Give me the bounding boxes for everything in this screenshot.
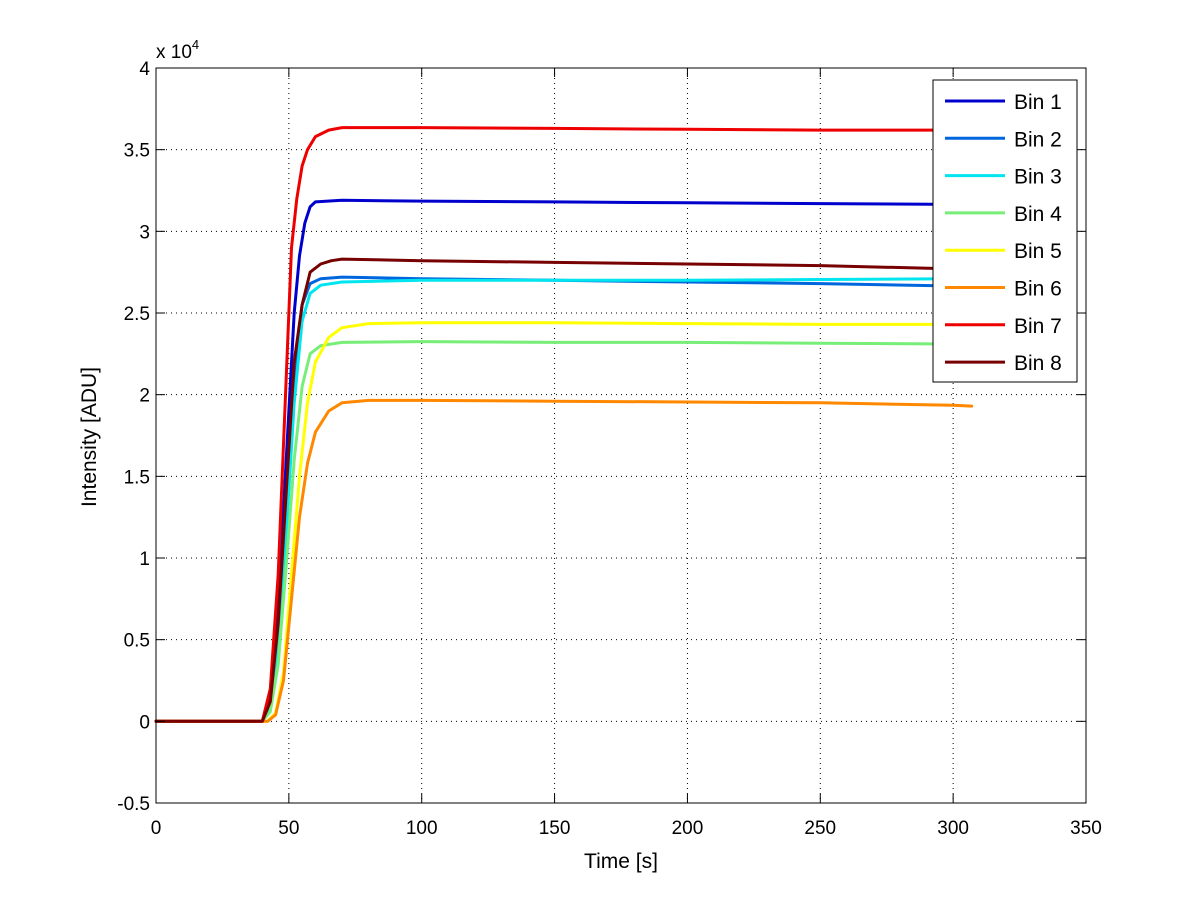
y-tick-label: 1: [139, 549, 150, 570]
y-tick-label: 0: [139, 712, 150, 733]
series-line-bin-7: [154, 126, 974, 723]
plot-area-background: [156, 68, 1086, 803]
legend: Bin 1 Bin 2 Bin 3 Bin 4 Bin 5 Bin 6 Bin 7 Bin 8: [932, 79, 1078, 383]
x-tick-label: 150: [539, 818, 571, 839]
y-tick-label: 0.5: [124, 631, 150, 652]
series-lines: [154, 126, 974, 723]
y-tick-label: 2.5: [124, 304, 150, 325]
axis-ticks: [155, 67, 1087, 804]
y-axis-exponent-base: x 10: [156, 42, 192, 63]
legend-label-bin-4: Bin 4: [1014, 203, 1062, 226]
series-line-bin-6: [154, 398, 974, 723]
legend-label-bin-6: Bin 6: [1014, 278, 1062, 301]
x-tick-label: 100: [406, 818, 438, 839]
y-axis-exponent-label: x 104: [156, 37, 199, 63]
axes-box: [155, 67, 1087, 804]
legend-label-bin-2: Bin 2: [1014, 128, 1062, 151]
x-tick-label: 50: [278, 818, 299, 839]
x-axis-label: Time [s]: [584, 850, 658, 873]
y-tick-label: 3.5: [124, 141, 150, 162]
y-tick-label: -0.5: [117, 794, 150, 815]
legend-label-bin-7: Bin 7: [1014, 315, 1062, 338]
grid: [156, 68, 1086, 803]
legend-box: [932, 79, 1078, 383]
legend-label-bin-1: Bin 1: [1014, 91, 1062, 114]
legend-label-bin-8: Bin 8: [1014, 352, 1062, 375]
series-line-bin-3: [154, 277, 974, 723]
series-line-bin-8: [154, 257, 974, 723]
y-axis-label: Intensity [ADU]: [78, 367, 101, 507]
x-axis-tick-labels: 0 50 100 150 200 250 300 350: [151, 818, 1102, 839]
y-tick-label: 1.5: [124, 467, 150, 488]
x-tick-label: 300: [937, 818, 969, 839]
x-tick-label: 200: [672, 818, 704, 839]
y-axis-exponent-power: 4: [192, 37, 199, 52]
x-tick-label: 350: [1070, 818, 1102, 839]
x-tick-label: 250: [804, 818, 836, 839]
y-tick-label: 2: [139, 386, 150, 407]
legend-label-bin-3: Bin 3: [1014, 166, 1062, 189]
y-axis-tick-labels: -0.5 0 0.5 1 1.5 2 2.5 3 3.5 4: [117, 59, 150, 815]
y-tick-label: 4: [139, 59, 150, 80]
legend-label-bin-5: Bin 5: [1014, 240, 1062, 263]
y-tick-label: 3: [139, 222, 150, 243]
series-line-bin-4: [154, 340, 974, 723]
x-tick-label: 0: [151, 818, 162, 839]
